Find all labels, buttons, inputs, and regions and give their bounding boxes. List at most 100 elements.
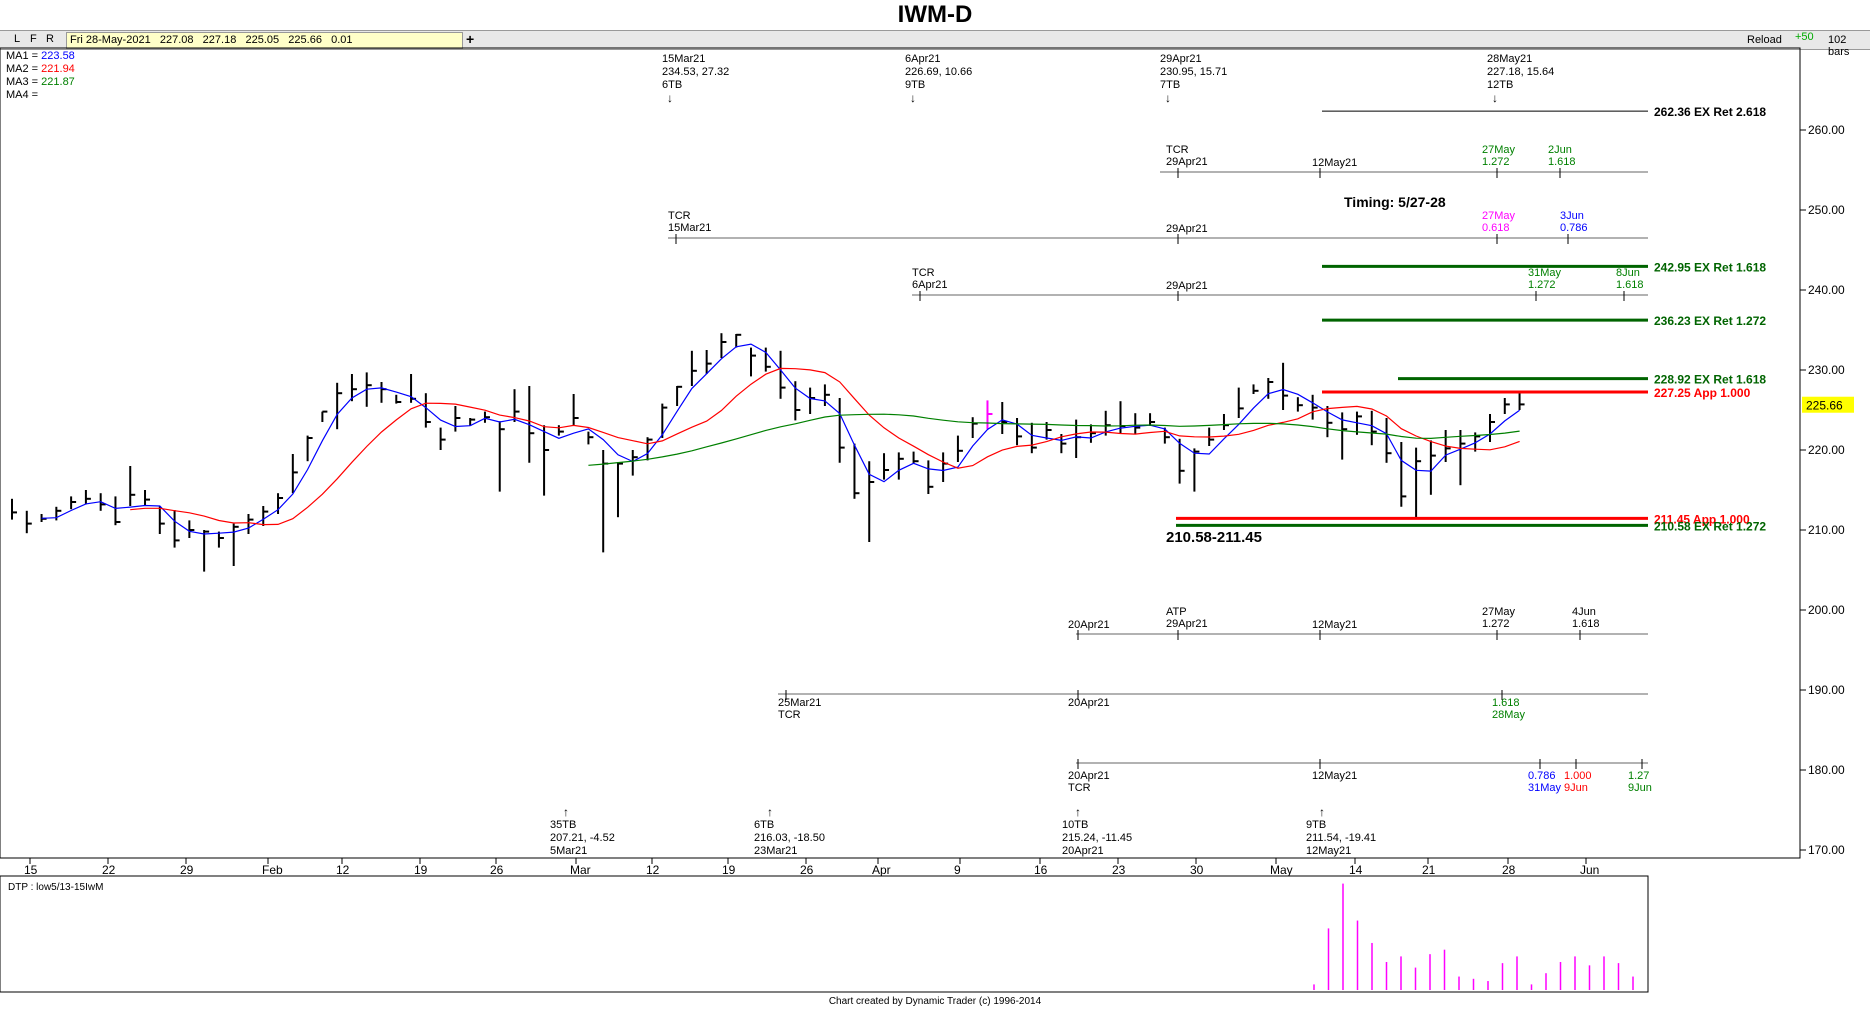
time-projection-label: 1.272 bbox=[1482, 618, 1510, 630]
high-annotation: 226.69, 10.66 bbox=[905, 66, 972, 78]
x-tick-label: 12 bbox=[336, 863, 350, 877]
time-projection-label: 12May21 bbox=[1312, 619, 1357, 631]
ma-legend-label: MA3 = bbox=[6, 76, 42, 88]
low-annotation: 23Mar21 bbox=[754, 845, 797, 857]
high-arrow: ↓ bbox=[667, 91, 673, 105]
x-tick-label: 16 bbox=[1034, 863, 1048, 877]
low-annotation: 9TB bbox=[1306, 819, 1326, 831]
y-tick-label: 180.00 bbox=[1808, 763, 1845, 777]
toolbar: L F R Fri 28-May-2021 227.08 227.18 225.… bbox=[0, 30, 1870, 58]
low-annotation: 5Mar21 bbox=[550, 845, 587, 857]
time-projection-label: 27May bbox=[1482, 606, 1516, 618]
ma1-line bbox=[41, 343, 1520, 535]
x-tick-label: 15 bbox=[24, 863, 38, 877]
ma-legend-value: 223.58 bbox=[41, 50, 75, 62]
high-arrow: ↓ bbox=[1165, 91, 1171, 105]
ma-legend-value: 221.87 bbox=[41, 76, 75, 88]
reload-button[interactable]: Reload bbox=[1747, 34, 1782, 46]
high-annotation: 15Mar21 bbox=[662, 53, 705, 65]
low-annotation: 35TB bbox=[550, 819, 576, 831]
time-projection-label: 0.786 bbox=[1560, 222, 1588, 234]
x-tick-label: Jun bbox=[1580, 863, 1599, 877]
time-projection-label: 12May21 bbox=[1312, 770, 1357, 782]
time-projection-label: 1.27 bbox=[1628, 770, 1649, 782]
high-annotation: 6TB bbox=[662, 79, 682, 91]
x-tick-label: 26 bbox=[490, 863, 504, 877]
level-label: 228.92 EX Ret 1.618 bbox=[1654, 373, 1766, 387]
high-annotation: 227.18, 15.64 bbox=[1487, 66, 1554, 78]
l-button[interactable]: L bbox=[14, 33, 21, 45]
low-arrow: ↑ bbox=[563, 805, 569, 819]
y-tick-label: 190.00 bbox=[1808, 683, 1845, 697]
level-label: 242.95 EX Ret 1.618 bbox=[1654, 260, 1766, 274]
time-projection-label: 3Jun bbox=[1560, 210, 1584, 222]
y-tick-label: 220.00 bbox=[1808, 443, 1845, 457]
time-projection-label: 20Apr21 bbox=[1068, 770, 1110, 782]
high-annotation: 234.53, 27.32 bbox=[662, 66, 729, 78]
ma-legend: MA1 = 223.58 MA2 = 221.94 MA3 = 221.87 MA4 … bbox=[6, 50, 75, 102]
ma-legend-label: MA2 = bbox=[6, 63, 42, 75]
r-button[interactable]: R bbox=[46, 33, 54, 45]
timing-label: Timing: 5/27-28 bbox=[1344, 194, 1446, 210]
time-projection-label: 20Apr21 bbox=[1068, 697, 1110, 709]
high-annotation: 230.95, 15.71 bbox=[1160, 66, 1227, 78]
time-projection-label: TCR bbox=[778, 709, 801, 721]
time-projection-label: 6Apr21 bbox=[912, 279, 947, 291]
ma-legend-item: MA4 = bbox=[6, 89, 75, 102]
time-projection-label: TCR bbox=[1166, 144, 1189, 156]
x-tick-label: 14 bbox=[1349, 863, 1363, 877]
low-annotation: 216.03, -18.50 bbox=[754, 832, 825, 844]
x-tick-label: 19 bbox=[722, 863, 736, 877]
high-annotation: 28May21 bbox=[1487, 53, 1532, 65]
add-button[interactable]: + bbox=[466, 31, 475, 47]
time-projection-label: TCR bbox=[668, 210, 691, 222]
level-label: 227.25 App 1.000 bbox=[1654, 386, 1751, 400]
ma-legend-value: 221.94 bbox=[41, 63, 75, 75]
time-projection-label: 4Jun bbox=[1572, 606, 1596, 618]
low-annotation: 12May21 bbox=[1306, 845, 1351, 857]
time-projection-label: 29Apr21 bbox=[1166, 156, 1208, 168]
low-annotation: 6TB bbox=[754, 819, 774, 831]
y-tick-label: 240.00 bbox=[1808, 283, 1845, 297]
zone-label: 210.58-211.45 bbox=[1166, 529, 1262, 546]
time-projection-label: 1.272 bbox=[1528, 279, 1556, 291]
ma-legend-item: MA1 = 223.58 bbox=[6, 50, 75, 63]
low-arrow: ↑ bbox=[1319, 805, 1325, 819]
ma3-line bbox=[588, 413, 1520, 466]
time-projection-label: 25Mar21 bbox=[778, 697, 821, 709]
zoom-control[interactable]: +50 bbox=[1795, 31, 1814, 43]
time-projection-label: 1.618 bbox=[1492, 697, 1520, 709]
time-projection-label: 9Jun bbox=[1628, 782, 1652, 794]
y-tick-label: 260.00 bbox=[1808, 123, 1845, 137]
time-projection-label: 1.618 bbox=[1572, 618, 1600, 630]
y-tick-label: 170.00 bbox=[1808, 843, 1845, 857]
x-tick-label: 30 bbox=[1190, 863, 1204, 877]
x-tick-label: 22 bbox=[102, 863, 116, 877]
time-projection-label: 1.618 bbox=[1616, 279, 1644, 291]
time-projection-label: 27May bbox=[1482, 144, 1516, 156]
time-projection-label: 0.618 bbox=[1482, 222, 1510, 234]
level-label: 262.36 EX Ret 2.618 bbox=[1654, 105, 1766, 119]
time-projection-label: 1.618 bbox=[1548, 156, 1576, 168]
f-button[interactable]: F bbox=[30, 33, 37, 45]
low-annotation: 215.24, -11.45 bbox=[1062, 832, 1132, 844]
x-tick-label: Apr bbox=[872, 863, 891, 877]
time-projection-label: 9Jun bbox=[1564, 782, 1588, 794]
level-label: 236.23 EX Ret 1.272 bbox=[1654, 314, 1766, 328]
last-price-label: 225.66 bbox=[1806, 399, 1843, 413]
time-projection-label: 8Jun bbox=[1616, 267, 1640, 279]
time-projection-label: 31May bbox=[1528, 782, 1562, 794]
x-tick-label: 9 bbox=[954, 863, 961, 877]
low-annotation: 207.21, -4.52 bbox=[550, 832, 615, 844]
ma-legend-label: MA1 = bbox=[6, 50, 42, 62]
x-tick-label: 12 bbox=[646, 863, 660, 877]
time-projection-label: 15Mar21 bbox=[668, 222, 711, 234]
time-projection-label: 12May21 bbox=[1312, 157, 1357, 169]
time-projection-label: 29Apr21 bbox=[1166, 280, 1208, 292]
low-arrow: ↑ bbox=[1075, 805, 1081, 819]
time-projection-label: 29Apr21 bbox=[1166, 223, 1208, 235]
low-annotation: 10TB bbox=[1062, 819, 1088, 831]
level-label: 210.58 EX Ret 1.272 bbox=[1654, 519, 1766, 533]
high-arrow: ↓ bbox=[1492, 91, 1498, 105]
time-projection-label: 29Apr21 bbox=[1166, 618, 1208, 630]
